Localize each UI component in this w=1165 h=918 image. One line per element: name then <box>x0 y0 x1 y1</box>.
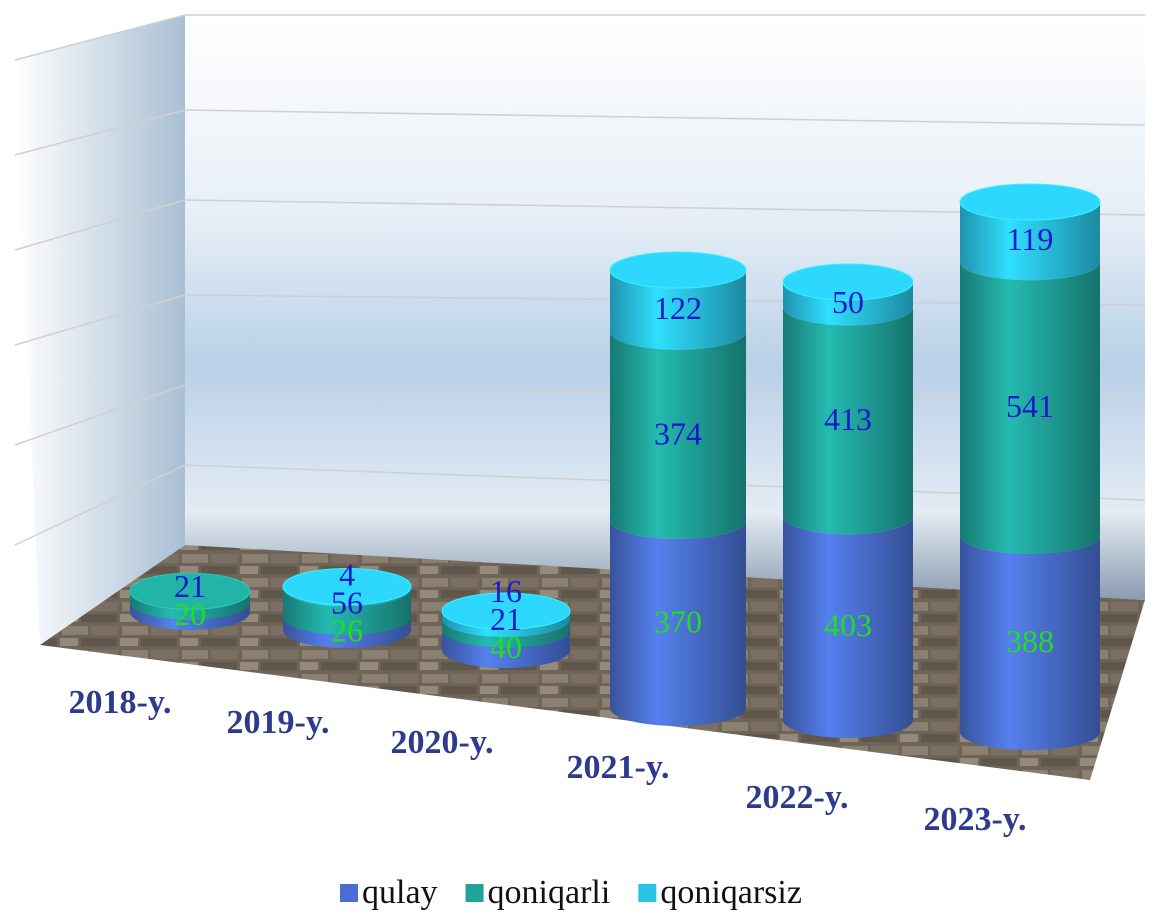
cylinder-segment <box>960 535 1100 750</box>
data-label: 4 <box>339 557 355 593</box>
legend-swatch <box>340 884 358 902</box>
data-label: 20 <box>174 596 206 632</box>
data-label: 388 <box>1006 623 1054 659</box>
cylinder-segment <box>130 591 250 620</box>
cylinder-segment <box>283 588 411 635</box>
cylinder-segment <box>610 520 746 726</box>
x-tick-label: 2019-y. <box>227 704 330 741</box>
cylinder-top <box>782 263 914 301</box>
x-tick-label: 2020-y. <box>391 724 494 761</box>
data-label: 21 <box>174 568 206 604</box>
cylinder-segment <box>960 202 1100 281</box>
data-label: 541 <box>1006 388 1054 424</box>
data-label: 122 <box>654 290 702 326</box>
data-label: 370 <box>654 604 702 640</box>
data-label: 40 <box>490 629 522 665</box>
cylinder-top <box>129 572 251 610</box>
legend-label: qulay <box>362 874 438 911</box>
legend-swatch <box>465 884 484 902</box>
x-tick-label: 2022-y. <box>746 779 849 816</box>
cylinder-segment <box>610 331 746 539</box>
x-tick-label: 2018-y. <box>69 684 172 721</box>
legend-label: qoniqarsiz <box>660 874 802 911</box>
legend: qulay qoniqarli qoniqarsiz <box>340 874 802 911</box>
x-tick-label: 2023-y. <box>924 801 1027 838</box>
plot: 20212018-y.265642019-y.4021162020-y.3703… <box>69 183 1101 838</box>
cylinder-segment <box>783 307 913 535</box>
data-label: 16 <box>490 573 522 609</box>
legend-swatch <box>638 884 657 902</box>
data-label: 374 <box>654 415 702 451</box>
cylinder-segment <box>783 516 913 738</box>
cylinder-top <box>441 592 571 630</box>
data-label: 50 <box>832 284 864 320</box>
legend-label: qoniqarli <box>488 874 611 911</box>
data-label: 56 <box>331 585 363 621</box>
data-label: 26 <box>331 613 363 649</box>
cylinder-top <box>959 183 1101 221</box>
data-label: 21 <box>490 601 522 637</box>
cylinder-segment <box>783 282 913 326</box>
cylinder-segment <box>960 262 1100 554</box>
data-label: 413 <box>824 401 872 437</box>
cylinder-top <box>282 568 412 606</box>
data-label: 119 <box>1007 221 1054 257</box>
data-label: 403 <box>824 607 872 643</box>
cylinder-segment <box>610 270 746 350</box>
cylinder-segment <box>130 601 250 630</box>
side-wall <box>15 15 185 645</box>
cylinder-segment <box>442 629 570 668</box>
cylinder-top <box>609 251 747 289</box>
cylinder-segment <box>442 611 570 638</box>
cylinder-segment <box>442 619 570 648</box>
cylinder-segment <box>283 616 411 648</box>
x-tick-label: 2021-y. <box>567 749 670 786</box>
